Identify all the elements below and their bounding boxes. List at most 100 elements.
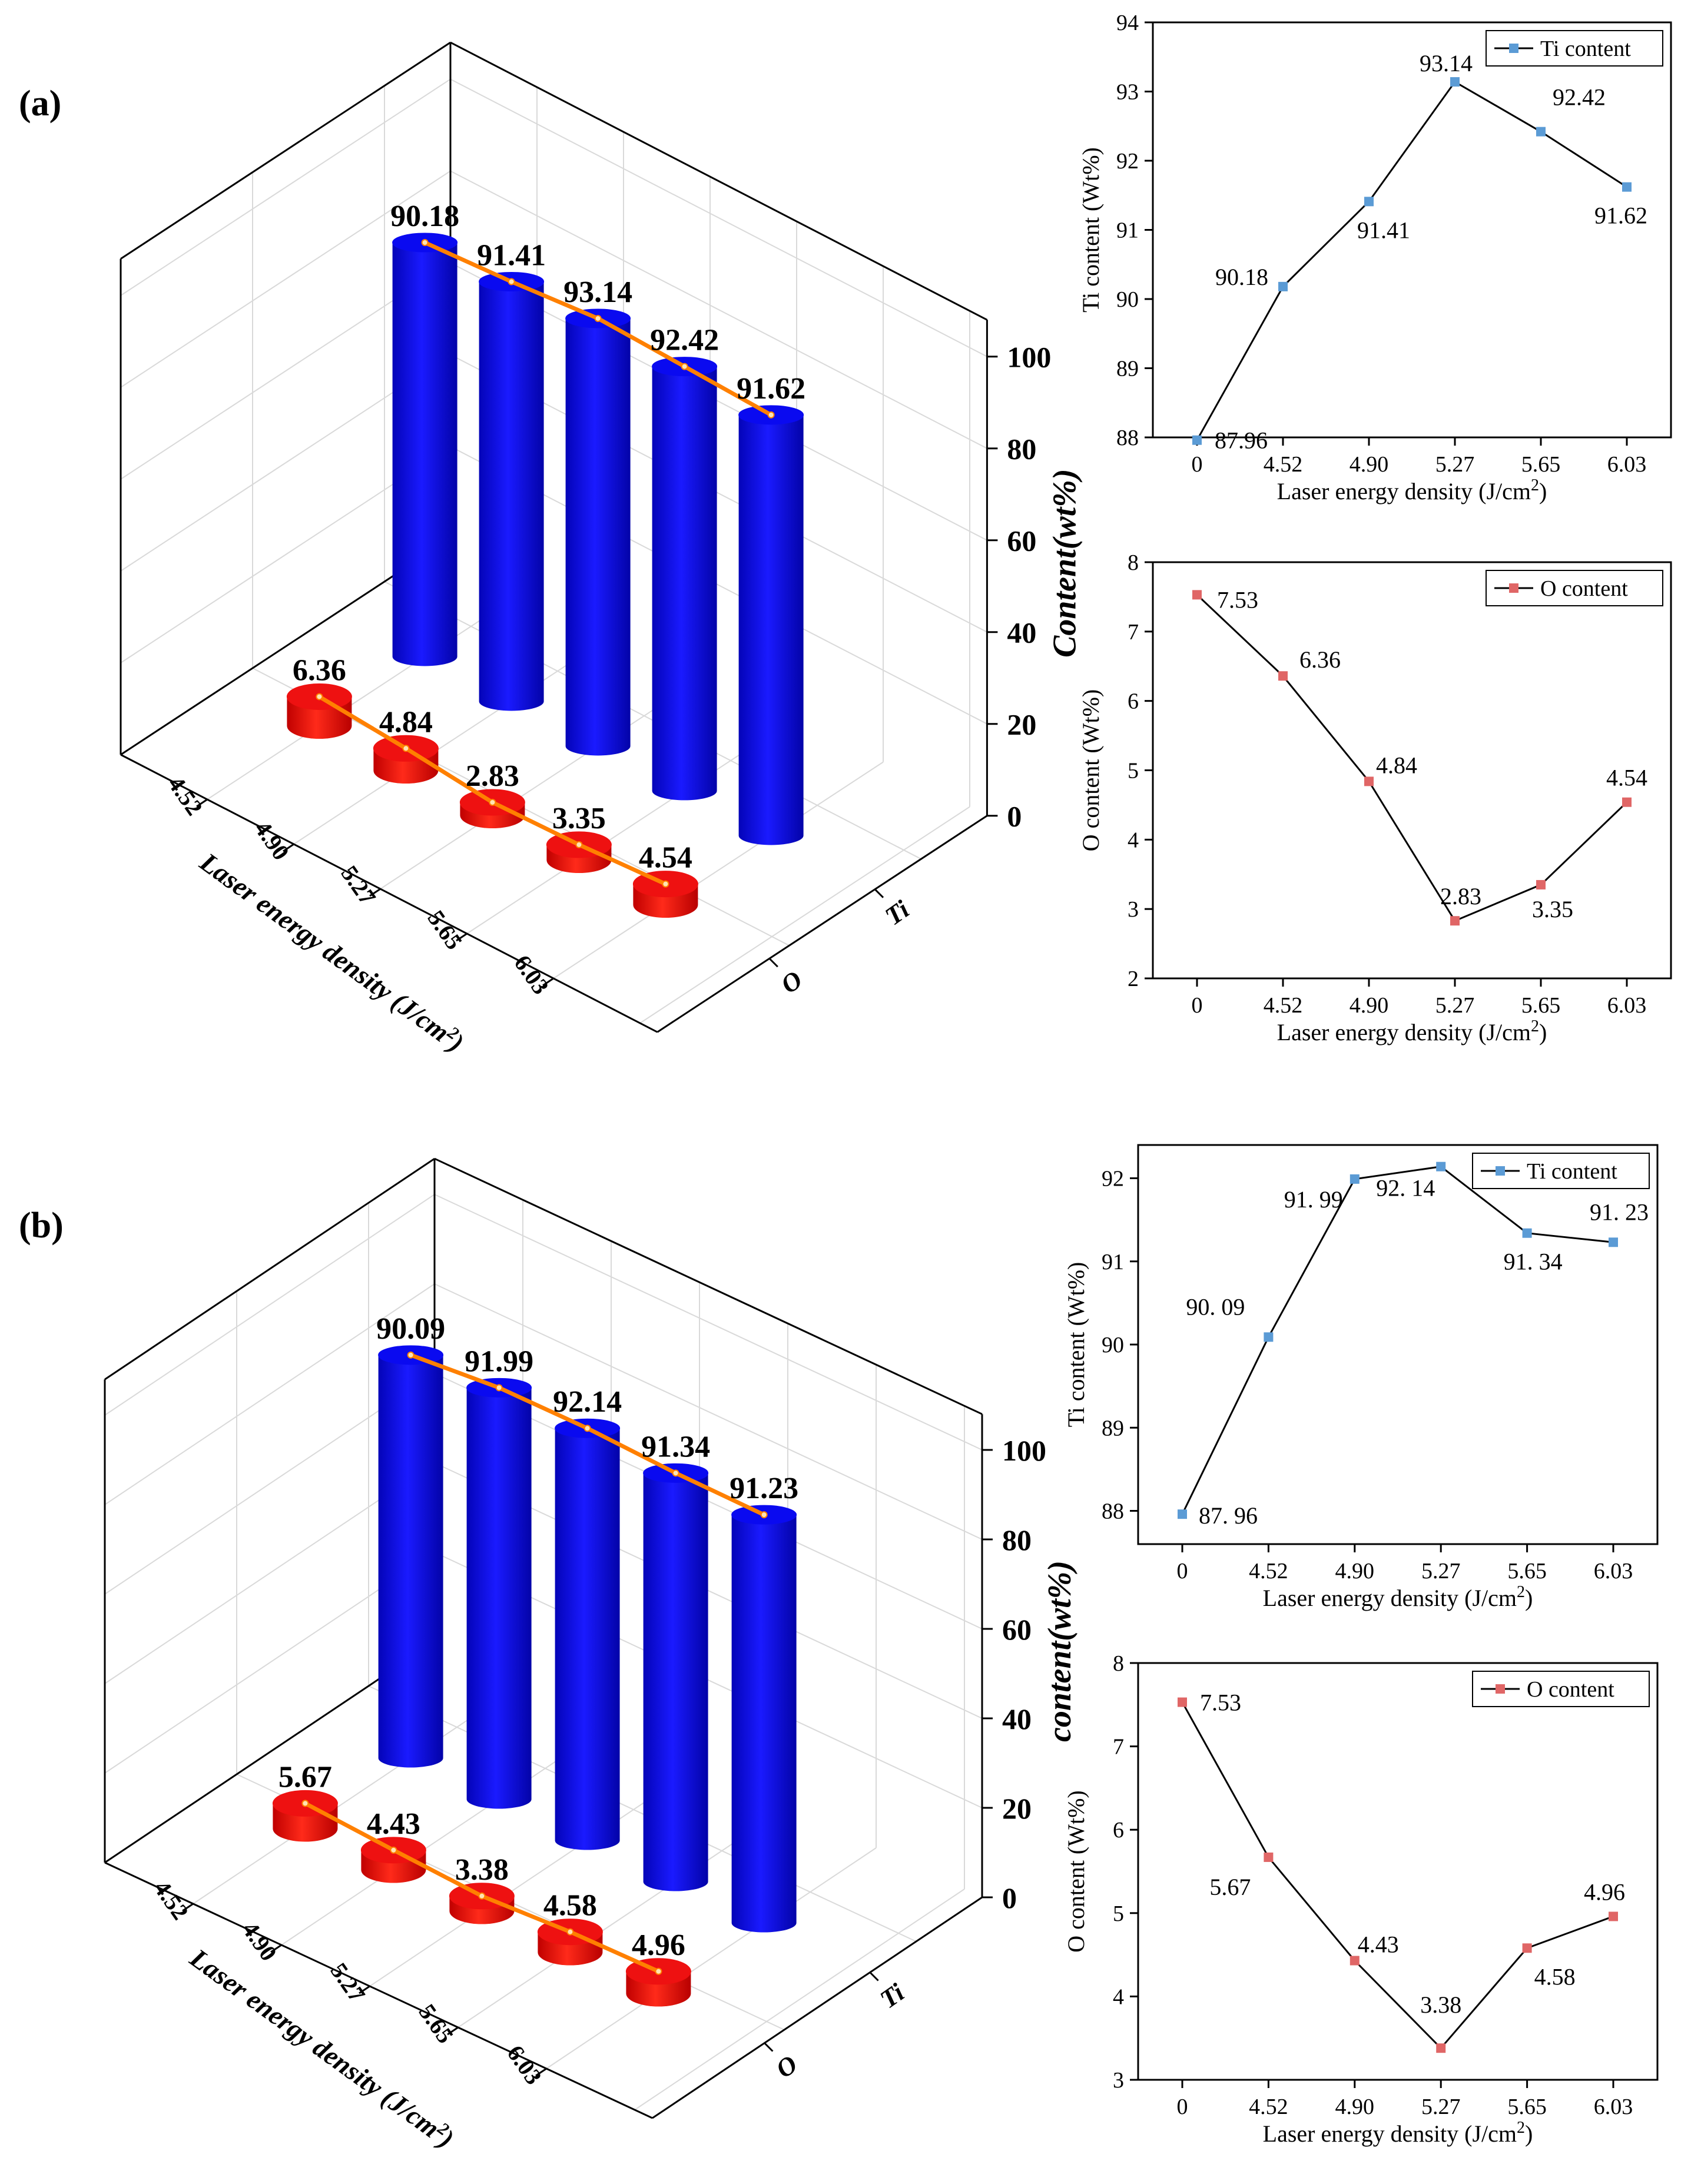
connector-point <box>594 314 602 322</box>
floor-grid <box>639 806 970 1024</box>
ti-cylinder-body <box>738 414 804 845</box>
ti-cylinder <box>738 405 804 845</box>
y-tick-label: 2 <box>1128 967 1139 991</box>
value-label: 4.43 <box>367 1807 420 1841</box>
frame-edge <box>434 1157 983 1415</box>
z-tick-label: 60 <box>1002 1613 1032 1646</box>
series-line-ti <box>1181 1166 1614 1515</box>
depth-tick-label: O <box>775 965 807 999</box>
value-label: 93.14 <box>563 276 632 309</box>
value-label: 4.58 <box>543 1889 597 1923</box>
data-label: 91. 23 <box>1590 1199 1649 1225</box>
z-axis-label: content(wt%) <box>1042 1561 1078 1742</box>
x-tick-label: 0 <box>1177 2095 1188 2119</box>
x-tick <box>542 977 554 987</box>
y-tick-label: 89 <box>1102 1416 1124 1440</box>
data-point <box>1450 916 1460 926</box>
data-point <box>1622 797 1632 807</box>
x-tick <box>456 932 467 942</box>
ti-cylinder-body <box>479 281 544 711</box>
data-point <box>1264 1332 1274 1342</box>
x-tick <box>447 2026 459 2036</box>
data-label: 87. 96 <box>1199 1502 1258 1529</box>
legend-marker <box>1496 1684 1505 1694</box>
wall-grid <box>434 1283 983 1540</box>
x-tick-label: 4.90 <box>1335 2095 1375 2119</box>
wall-grid <box>104 1194 435 1416</box>
ti-cylinder-body <box>392 243 457 666</box>
connector-point <box>760 1511 768 1519</box>
x-tick-label: 6.03 <box>1594 1559 1633 1584</box>
data-label: 5.67 <box>1209 1874 1251 1900</box>
wall-grid <box>120 170 451 388</box>
x-tick-label: 5.27 <box>336 861 381 910</box>
panel-b-ti-line-chart: 88 89 90 91 92 0 4.52 4.90 5.27 5.65 6.03 Laser ene… <box>1063 1144 1659 1611</box>
value-label: 2.83 <box>466 759 519 793</box>
data-point <box>1264 1852 1274 1862</box>
connector-point <box>681 363 688 370</box>
value-label: 91.62 <box>737 372 805 406</box>
x-tick-label: 4.52 <box>148 1876 194 1924</box>
y-tick-label: 90 <box>1116 287 1139 312</box>
x-tick <box>283 843 294 852</box>
o-cylinder <box>373 735 439 784</box>
ti-cylinder <box>555 1418 621 1850</box>
o-cylinder <box>632 871 698 918</box>
data-point <box>1609 1911 1618 1921</box>
connector-point <box>390 1846 397 1854</box>
depth-tick <box>874 888 884 898</box>
x-axis-label: Laser energy density (J/cm2) <box>194 846 470 1058</box>
connector-point <box>478 1892 486 1900</box>
data-label: 91.62 <box>1594 203 1647 229</box>
x-tick-label: 6.03 <box>1607 452 1647 477</box>
x-tick <box>182 1903 194 1912</box>
legend-marker <box>1496 1166 1505 1176</box>
floor-grid <box>546 1847 877 2069</box>
connector-point <box>489 798 496 806</box>
connector-point <box>767 411 775 419</box>
connector-point <box>495 1384 503 1392</box>
data-label: 4.54 <box>1606 765 1647 791</box>
o-cylinder <box>459 789 525 829</box>
x-axis-line <box>120 754 658 1033</box>
data-point <box>1450 77 1460 87</box>
legend-label: Ti content <box>1540 36 1631 61</box>
x-tick-label: 5.27 <box>1435 993 1475 1018</box>
x-tick-label: 5.27 <box>1421 2095 1461 2119</box>
ti-cylinder <box>466 1378 532 1809</box>
series-line-ti <box>1196 81 1627 441</box>
value-label: 91.23 <box>730 1472 798 1505</box>
ti-cylinder <box>378 1345 444 1768</box>
ti-cylinder-body <box>643 1473 708 1891</box>
x-tick-label: 5.27 <box>325 1958 370 2007</box>
x-tick <box>196 798 208 808</box>
data-label: 90.18 <box>1215 264 1268 290</box>
data-point <box>1178 1509 1187 1519</box>
data-point <box>1278 281 1288 291</box>
data-label: 4.84 <box>1376 752 1417 778</box>
depth-tick <box>768 958 778 968</box>
connector-point <box>407 1351 415 1359</box>
x-tick-label: 5.65 <box>1507 1559 1547 1584</box>
floor-grid <box>634 1888 965 2110</box>
depth-tick <box>869 1971 879 1981</box>
data-label: 91.41 <box>1357 217 1410 243</box>
y-axis-label: Ti content (Wt%) <box>1077 147 1104 313</box>
floor-grid <box>553 761 884 979</box>
x-tick <box>359 1985 370 1994</box>
x-tick-label: 0 <box>1177 1559 1188 1584</box>
y-tick-label: 92 <box>1116 149 1139 174</box>
legend-label: Ti content <box>1527 1159 1617 1184</box>
legend-marker <box>1509 583 1518 593</box>
value-label: 91.41 <box>477 238 546 272</box>
x-tick-label: 5.65 <box>1507 2095 1547 2119</box>
series-line-o <box>1196 594 1628 922</box>
z-axis-label: Content(wt%) <box>1046 469 1083 657</box>
y-tick-label: 91 <box>1116 218 1139 243</box>
legend-marker <box>1509 44 1518 53</box>
o-cylinder <box>546 831 612 874</box>
value-label: 92.14 <box>553 1385 622 1419</box>
data-point <box>1522 1943 1532 1953</box>
data-point <box>1622 182 1632 192</box>
x-tick-label: 4.90 <box>1350 993 1389 1018</box>
